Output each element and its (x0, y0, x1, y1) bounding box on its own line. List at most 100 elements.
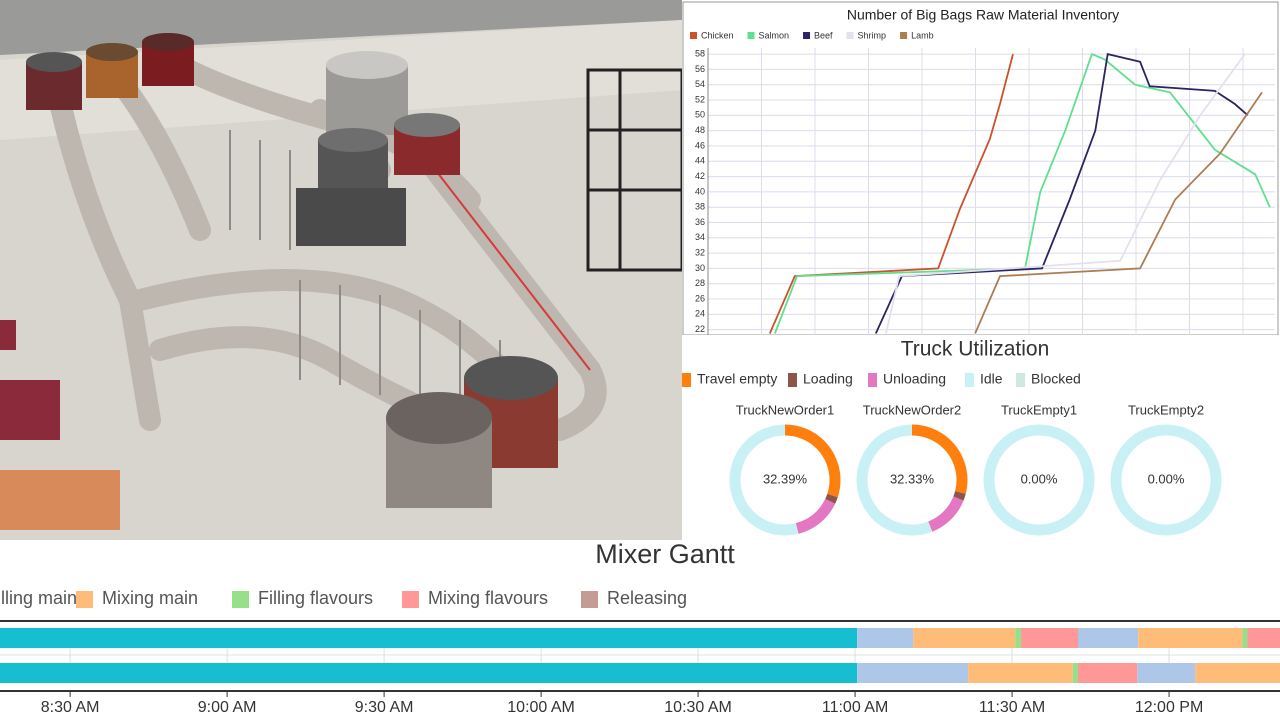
truck-name: TruckNewOrder2 (863, 402, 961, 417)
structure (586, 68, 682, 272)
legend-label: Blocked (1031, 371, 1081, 387)
gantt-segment (857, 628, 914, 648)
series-line (874, 53, 1249, 334)
legend-label: Filling main (0, 588, 77, 608)
y-tick-label: 52 (695, 94, 705, 104)
donut-center-label: 0.00% (1148, 471, 1185, 486)
series-line (974, 91, 1263, 334)
gantt-segment (1072, 663, 1079, 683)
x-tick-label: 9:00 AM (198, 699, 257, 716)
y-tick-label: 56 (695, 64, 705, 74)
y-tick-label: 48 (695, 125, 705, 135)
legend-swatch (965, 373, 974, 387)
x-tick-label: 11:00 AM (822, 699, 888, 716)
y-tick-label: 32 (695, 247, 705, 257)
legend-label: Mixing flavours (428, 588, 548, 608)
plant-scene[interactable] (0, 0, 682, 540)
gantt-segment (1137, 663, 1196, 683)
gantt-segment (0, 663, 858, 683)
legend-swatch (402, 591, 419, 608)
x-tick-label: 11:30 AM (979, 699, 1045, 716)
donut-segment (856, 424, 968, 536)
legend-label: Beef (814, 30, 833, 40)
series-line (768, 53, 1014, 334)
y-tick-label: 22 (695, 324, 705, 334)
legend-swatch (1016, 373, 1025, 387)
legend-label: Travel empty (697, 371, 777, 387)
gantt-segment (1138, 628, 1243, 648)
y-tick-label: 38 (695, 202, 705, 212)
donut-segment (729, 424, 841, 536)
donut-segment (1110, 424, 1222, 536)
chart-title: Number of Big Bags Raw Material Inventor… (847, 7, 1119, 23)
donut-center-label: 0.00% (1021, 471, 1058, 486)
chart-title: Truck Utilization (901, 338, 1050, 361)
y-tick-label: 24 (695, 309, 705, 319)
legend-label: Filling flavours (258, 588, 373, 608)
donut-center-label: 32.33% (890, 471, 935, 486)
legend-label: Lamb (911, 30, 934, 40)
y-tick-label: 42 (695, 171, 705, 181)
gantt-segment (1242, 628, 1248, 648)
y-tick-label: 54 (695, 79, 705, 89)
gantt-segment (1247, 628, 1280, 648)
legend-swatch (846, 32, 854, 39)
legend-label: Mixing main (102, 588, 198, 608)
legend-label: Salmon (759, 30, 790, 40)
legend-swatch (900, 32, 908, 39)
legend-swatch (76, 591, 93, 608)
legend-swatch (682, 373, 691, 387)
gantt-segment (857, 663, 969, 683)
gantt-segment (1020, 628, 1079, 648)
legend-label: Idle (980, 371, 1003, 387)
legend-swatch (803, 32, 811, 39)
gantt-segment (1078, 628, 1139, 648)
y-tick-label: 28 (695, 278, 705, 288)
legend-swatch (868, 373, 877, 387)
legend-swatch (747, 32, 755, 39)
y-tick-label: 36 (695, 217, 705, 227)
y-tick-label: 50 (695, 110, 705, 120)
pallets (0, 320, 120, 530)
legend-swatch (788, 373, 797, 387)
legend-label: Shrimp (858, 30, 887, 40)
inventory-panel (682, 1, 1279, 336)
legend-swatch (581, 591, 598, 608)
x-tick-label: 10:30 AM (664, 699, 732, 716)
y-tick-label: 44 (695, 156, 705, 166)
legend-label: Unloading (883, 371, 946, 387)
x-tick-label: 12:00 PM (1135, 699, 1203, 716)
gantt-segment (1015, 628, 1021, 648)
plot-area (768, 52, 1271, 334)
x-tick-label: 10:00 AM (507, 699, 575, 716)
y-tick-label: 58 (695, 48, 705, 58)
gantt-segment (968, 663, 1073, 683)
legend-swatch (232, 591, 249, 608)
y-tick-label: 40 (695, 186, 705, 196)
legend-swatch (690, 32, 697, 39)
legend-label: Chicken (701, 30, 734, 40)
tanks (26, 33, 558, 508)
donut-center-label: 32.39% (763, 471, 808, 486)
gantt-segment (1078, 663, 1138, 683)
legend-label: Loading (803, 371, 853, 387)
truck-name: TruckEmpty2 (1128, 402, 1204, 417)
y-tick-label: 26 (695, 293, 705, 303)
donut-segment (983, 424, 1095, 536)
truck-name: TruckNewOrder1 (736, 402, 834, 417)
gantt-segment (913, 628, 1016, 648)
series-line (885, 53, 1246, 334)
chart-title: Mixer Gantt (595, 539, 735, 569)
gantt-segment (1195, 663, 1280, 683)
x-tick-label: 9:30 AM (355, 699, 414, 716)
gantt-segment (0, 628, 858, 648)
legend-label: Releasing (607, 588, 687, 608)
y-tick-label: 34 (695, 232, 705, 242)
conveyor-edge (419, 149, 591, 371)
x-tick-label: 8:30 AM (41, 699, 100, 716)
y-tick-label: 46 (695, 140, 705, 150)
y-tick-label: 30 (695, 263, 705, 273)
truck-name: TruckEmpty1 (1001, 402, 1077, 417)
